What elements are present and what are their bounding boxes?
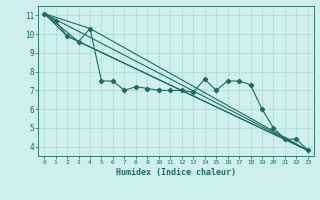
X-axis label: Humidex (Indice chaleur): Humidex (Indice chaleur) [116,168,236,177]
